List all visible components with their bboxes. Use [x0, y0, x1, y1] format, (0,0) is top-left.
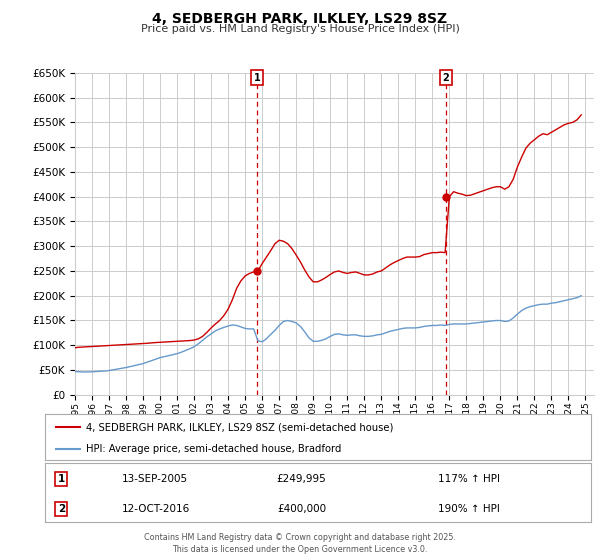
Text: 190% ↑ HPI: 190% ↑ HPI — [438, 504, 500, 514]
Text: 2: 2 — [442, 73, 449, 83]
Text: 12-OCT-2016: 12-OCT-2016 — [121, 504, 190, 514]
Text: 1: 1 — [254, 73, 260, 83]
Text: 4, SEDBERGH PARK, ILKLEY, LS29 8SZ: 4, SEDBERGH PARK, ILKLEY, LS29 8SZ — [152, 12, 448, 26]
Text: HPI: Average price, semi-detached house, Bradford: HPI: Average price, semi-detached house,… — [86, 444, 341, 454]
Text: 13-SEP-2005: 13-SEP-2005 — [121, 474, 188, 484]
Text: £400,000: £400,000 — [277, 504, 326, 514]
Text: 2: 2 — [58, 504, 65, 514]
Text: 4, SEDBERGH PARK, ILKLEY, LS29 8SZ (semi-detached house): 4, SEDBERGH PARK, ILKLEY, LS29 8SZ (semi… — [86, 422, 394, 432]
Text: 117% ↑ HPI: 117% ↑ HPI — [438, 474, 500, 484]
Text: £249,995: £249,995 — [277, 474, 326, 484]
Text: Contains HM Land Registry data © Crown copyright and database right 2025.
This d: Contains HM Land Registry data © Crown c… — [144, 533, 456, 554]
Text: Price paid vs. HM Land Registry's House Price Index (HPI): Price paid vs. HM Land Registry's House … — [140, 24, 460, 34]
Text: 1: 1 — [58, 474, 65, 484]
